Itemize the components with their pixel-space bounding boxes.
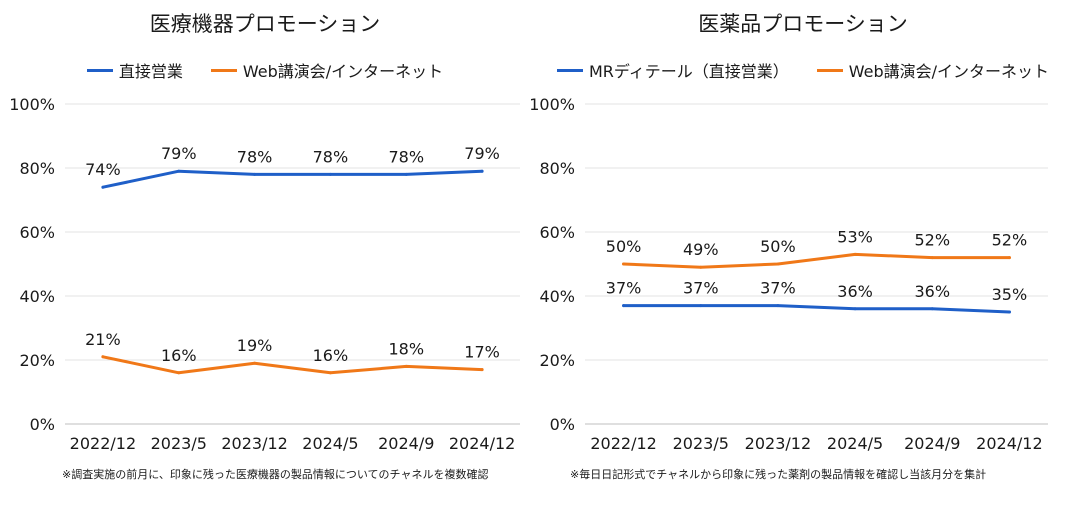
y-tick-label: 100% <box>530 95 575 114</box>
data-label: 79% <box>464 144 500 163</box>
data-point <box>101 185 105 189</box>
data-label: 37% <box>606 279 642 298</box>
y-tick-label: 100% <box>9 95 55 114</box>
x-tick-label: 2023/12 <box>221 434 287 453</box>
legend-item-direct-sales: 直接営業 <box>86 58 183 82</box>
data-label: 37% <box>683 279 719 298</box>
y-tick-label: 80% <box>19 159 55 178</box>
y-tick-label: 20% <box>19 351 55 370</box>
legend-swatch <box>556 68 583 72</box>
data-point <box>699 304 703 308</box>
chart-title: 医療機器プロモーション <box>149 12 381 36</box>
series-line <box>622 252 1011 269</box>
data-point <box>699 265 703 269</box>
data-point <box>177 371 181 375</box>
data-label: 16% <box>161 346 197 365</box>
legend-item-mr-detail: MRディテール（直接営業） <box>556 58 789 82</box>
legend-swatch <box>816 68 843 72</box>
data-point <box>480 169 484 173</box>
x-tick-label: 2024/9 <box>904 434 960 453</box>
data-point <box>404 172 408 176</box>
data-point <box>776 304 780 308</box>
data-label: 19% <box>237 336 273 355</box>
chart-panel-pharma: 医薬品プロモーション MRディテール（直接営業） Web講演会/インターネット … <box>530 0 1076 505</box>
data-point <box>253 172 257 176</box>
x-tick-label: 2023/5 <box>151 434 207 453</box>
chart-title: 医薬品プロモーション <box>698 12 908 36</box>
data-point <box>1007 310 1011 314</box>
x-tick-label: 2023/12 <box>745 434 811 453</box>
data-point <box>177 169 181 173</box>
y-tick-label: 60% <box>19 223 55 242</box>
chart-legend: 直接営業 Web講演会/インターネット <box>0 58 530 82</box>
x-tick-label: 2024/12 <box>976 434 1042 453</box>
data-label: 36% <box>837 282 873 301</box>
data-label: 37% <box>760 279 796 298</box>
data-label: 50% <box>760 237 796 256</box>
data-point <box>622 262 626 266</box>
data-point <box>853 252 857 256</box>
y-tick-label: 0% <box>30 415 55 434</box>
chart-plot: 0% 20% 40% 60% 80% 100% 2022/12 2023/5 2023/12 20… <box>530 95 1048 453</box>
data-label: 50% <box>606 237 642 256</box>
legend-swatch <box>86 68 113 72</box>
data-point <box>776 262 780 266</box>
y-tick-label: 20% <box>539 351 575 370</box>
y-tick-label: 40% <box>19 287 55 306</box>
series-line <box>101 169 484 189</box>
y-tick-label: 0% <box>550 415 575 434</box>
legend-label: 直接営業 <box>118 62 183 81</box>
legend-item-web: Web講演会/インターネット <box>210 58 444 82</box>
data-label: 78% <box>237 147 273 166</box>
footnote: ※毎日日記形式でチャネルから印象に残った薬剤の製品情報を確認し当該月分を集計 <box>570 468 987 481</box>
x-tick-label: 2024/12 <box>449 434 515 453</box>
data-label: 36% <box>914 282 950 301</box>
data-point <box>480 368 484 372</box>
y-tick-label: 60% <box>539 223 575 242</box>
chart-panel-medical-devices: 医療機器プロモーション 直接営業 Web講演会/インターネット 0% 20% 40%… <box>0 0 530 505</box>
data-point <box>930 307 934 311</box>
data-point <box>328 371 332 375</box>
x-tick-label: 2022/12 <box>590 434 656 453</box>
data-label: 21% <box>85 330 121 349</box>
legend-swatch <box>210 68 237 72</box>
legend-label: MRディテール（直接営業） <box>588 62 789 81</box>
series-line <box>101 355 484 375</box>
data-label: 78% <box>388 147 424 166</box>
x-tick-label: 2024/9 <box>378 434 434 453</box>
data-point <box>328 172 332 176</box>
x-tick-label: 2022/12 <box>70 434 136 453</box>
y-tick-label: 40% <box>539 287 575 306</box>
x-tick-label: 2024/5 <box>827 434 883 453</box>
data-label: 53% <box>837 227 873 246</box>
data-point <box>930 256 934 260</box>
legend-label: Web講演会/インターネット <box>242 62 444 81</box>
data-label: 18% <box>388 339 424 358</box>
legend-item-web: Web講演会/インターネット <box>816 58 1050 82</box>
data-label: 17% <box>464 343 500 362</box>
data-point <box>1007 256 1011 260</box>
data-label: 79% <box>161 144 197 163</box>
footnote: ※調査実施の前月に、印象に残った医療機器の製品情報についてのチャネルを複数確認 <box>62 468 489 481</box>
y-tick-label: 80% <box>539 159 575 178</box>
data-point <box>853 307 857 311</box>
data-label: 35% <box>992 285 1028 304</box>
x-tick-label: 2023/5 <box>673 434 729 453</box>
data-point <box>253 361 257 365</box>
data-label: 16% <box>313 346 349 365</box>
series-line <box>622 304 1011 314</box>
data-point <box>404 364 408 368</box>
data-label: 52% <box>992 231 1028 250</box>
chart-legend: MRディテール（直接営業） Web講演会/インターネット <box>530 58 1076 82</box>
data-label: 52% <box>914 231 950 250</box>
x-tick-label: 2024/5 <box>302 434 358 453</box>
data-label: 49% <box>683 240 719 259</box>
data-label: 78% <box>313 147 349 166</box>
data-label: 74% <box>85 160 121 179</box>
legend-label: Web講演会/インターネット <box>848 62 1050 81</box>
data-point <box>622 304 626 308</box>
chart-plot: 0% 20% 40% 60% 80% 100% 2022/12 2023/5 2023/12 20… <box>9 95 520 453</box>
data-point <box>101 355 105 359</box>
